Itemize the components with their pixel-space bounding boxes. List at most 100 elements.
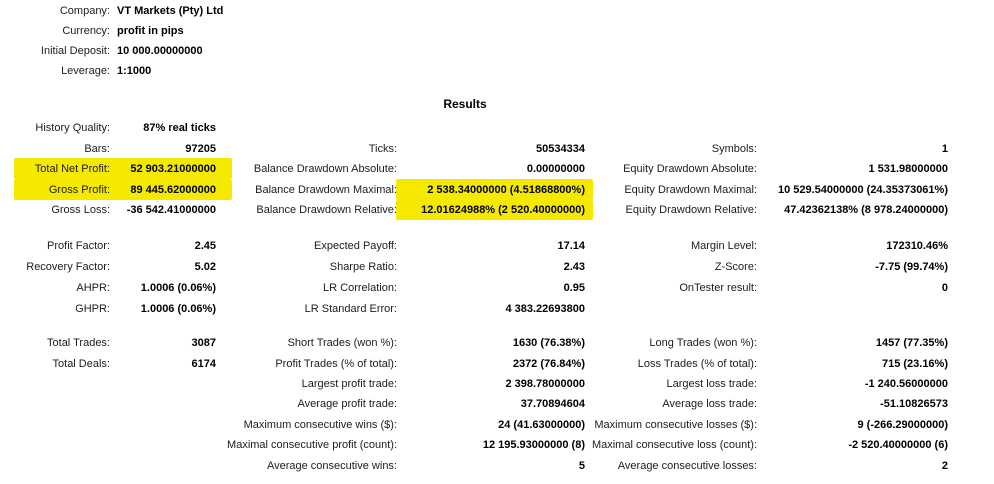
balance-drawdown-relative-value: 12.01624988% (2 520.40000000) [421, 204, 585, 217]
short-trades-value: 1630 (76.38%) [512, 337, 585, 350]
total-deals-label: Total Deals: [52, 357, 110, 370]
total-trades-value: 3087 [191, 337, 216, 350]
profit-factor-value: 2.45 [194, 239, 216, 252]
max-consecutive-losses-value: 9 (-266.29000000) [857, 418, 948, 431]
maximal-consecutive-loss-value: -2 520.40000000 (6) [848, 439, 948, 452]
balance-drawdown-maximal-label: Balance Drawdown Maximal: [255, 183, 397, 196]
ontester-result-value: 0 [941, 281, 948, 294]
recovery-factor-row: Recovery Factor: 5.02 Sharpe Ratio: 2.43… [0, 256, 948, 277]
equity-drawdown-absolute-label: Equity Drawdown Absolute: [623, 163, 757, 176]
profit-factor-row: Profit Factor: 2.45 Expected Payoff: 17.… [0, 235, 948, 256]
expected-payoff-value: 17.14 [557, 239, 585, 252]
highlight-total-net-profit [14, 158, 232, 179]
company-label: Company: [59, 5, 110, 17]
maximal-consecutive-profit-value: 12 195.93000000 (8) [482, 439, 585, 452]
results-heading: Results [443, 97, 487, 111]
lr-standard-error-label: LR Standard Error: [304, 303, 397, 316]
gross-loss-row: Gross Loss: -36 542.41000000 Balance Dra… [0, 200, 948, 221]
max-consecutive-losses-label: Maximum consecutive losses ($): [594, 418, 757, 431]
long-trades-label: Long Trades (won %): [649, 337, 757, 350]
lr-correlation-label: LR Correlation: [323, 281, 397, 294]
leverage-row: Leverage: 1:1000 [0, 61, 948, 81]
symbols-value: 1 [941, 142, 948, 155]
spacer-cell [0, 415, 110, 435]
total-trades-row: Total Trades: 3087 Short Trades (won %):… [0, 333, 948, 353]
spacer-cell [585, 299, 757, 320]
loss-trades-value: 715 (23.16%) [881, 357, 948, 370]
average-loss-trade-value: -51.10826573 [880, 398, 948, 411]
z-score-label: Z-Score: [714, 260, 757, 273]
highlight-gross-profit [14, 179, 232, 200]
ratios-block: Profit Factor: 2.45 Expected Payoff: 17.… [0, 235, 948, 320]
company-value: VT Markets (Pty) Ltd [117, 5, 224, 17]
highlight-balance-drawdown-relative [396, 199, 593, 220]
ontester-result-label: OnTester result: [679, 281, 757, 294]
average-profit-trade-label: Average profit trade: [297, 398, 397, 411]
lr-correlation-value: 0.95 [563, 281, 585, 294]
profit-trades-value: 2372 (76.84%) [512, 357, 585, 370]
currency-row: Currency: profit in pips [0, 21, 948, 41]
sharpe-ratio-label: Sharpe Ratio: [329, 260, 397, 273]
spacer-cell [585, 118, 757, 139]
max-consecutive-wins-value: 24 (41.63000000) [498, 418, 585, 431]
z-score-value: -7.75 (99.74%) [875, 260, 948, 273]
largest-profit-trade-label: Largest profit trade: [301, 377, 397, 390]
largest-loss-trade-value: -1 240.56000000 [864, 377, 948, 390]
spacer-cell [757, 118, 948, 139]
ticks-label: Ticks: [368, 142, 397, 155]
equity-drawdown-maximal-value: 10 529.54000000 (24.35373061%) [777, 183, 948, 196]
total-net-profit-value: 52 903.21000000 [130, 163, 216, 176]
sharpe-ratio-value: 2.43 [563, 260, 585, 273]
initial-deposit-value: 10 000.00000000 [117, 45, 203, 57]
maximal-consecutive-loss-label: Maximal consecutive loss (count): [591, 439, 757, 452]
largest-trade-row: Largest profit trade: 2 398.78000000 Lar… [0, 374, 948, 394]
spacer-cell [110, 374, 216, 394]
symbols-label: Symbols: [711, 142, 757, 155]
total-deals-value: 6174 [191, 357, 216, 370]
gross-loss-label: Gross Loss: [51, 204, 110, 217]
equity-drawdown-relative-label: Equity Drawdown Relative: [625, 204, 757, 217]
largest-profit-trade-value: 2 398.78000000 [505, 377, 585, 390]
spacer-cell [757, 299, 948, 320]
ahpr-row: AHPR: 1.0006 (0.06%) LR Correlation: 0.9… [0, 277, 948, 298]
spacer-cell [110, 415, 216, 435]
ghpr-label: GHPR: [75, 303, 110, 316]
spacer-cell [216, 118, 397, 139]
short-trades-label: Short Trades (won %): [287, 337, 397, 350]
ahpr-value: 1.0006 (0.06%) [140, 281, 216, 294]
ghpr-value: 1.0006 (0.06%) [140, 303, 216, 316]
margin-level-label: Margin Level: [690, 239, 757, 252]
long-trades-value: 1457 (77.35%) [875, 337, 948, 350]
recovery-factor-value: 5.02 [194, 260, 216, 273]
profit-trades-label: Profit Trades (% of total): [275, 357, 397, 370]
ghpr-row: GHPR: 1.0006 (0.06%) LR Standard Error: … [0, 299, 948, 320]
leverage-value: 1:1000 [117, 65, 152, 77]
spacer-cell [0, 455, 110, 475]
spacer-cell [110, 394, 216, 414]
spacer-cell [0, 435, 110, 455]
currency-value: profit in pips [117, 25, 184, 37]
balance-drawdown-absolute-label: Balance Drawdown Absolute: [253, 163, 397, 176]
gross-loss-value: -36 542.41000000 [126, 204, 216, 217]
balance-drawdown-maximal-value: 2 538.34000000 (4.51868800%) [427, 183, 585, 196]
ahpr-label: AHPR: [76, 281, 110, 294]
maximal-consecutive-row: Maximal consecutive profit (count): 12 1… [0, 435, 948, 455]
spacer-cell [0, 394, 110, 414]
bars-label: Bars: [84, 142, 110, 155]
expected-payoff-label: Expected Payoff: [314, 239, 397, 252]
max-consecutive-wins-label: Maximum consecutive wins ($): [243, 418, 397, 431]
gross-profit-label: Gross Profit: [48, 183, 110, 196]
currency-label: Currency: [62, 25, 110, 37]
largest-loss-trade-label: Largest loss trade: [666, 377, 758, 390]
max-consecutive-row: Maximum consecutive wins ($): 24 (41.630… [0, 415, 948, 435]
spacer-cell [0, 374, 110, 394]
gross-profit-value: 89 445.62000000 [130, 183, 216, 196]
history-quality-row: History Quality: 87% real ticks [0, 118, 948, 139]
initial-deposit-label: Initial Deposit: [40, 45, 110, 57]
total-deals-row: Total Deals: 6174 Profit Trades (% of to… [0, 353, 948, 373]
lr-standard-error-value: 4 383.22693800 [505, 303, 585, 316]
leverage-label: Leverage: [61, 65, 110, 77]
balance-drawdown-relative-label: Balance Drawdown Relative: [256, 204, 397, 217]
equity-drawdown-absolute-value: 1 531.98000000 [868, 163, 948, 176]
